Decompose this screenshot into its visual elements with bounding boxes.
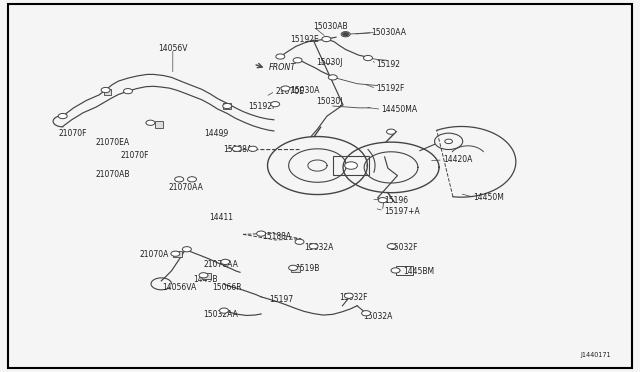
Text: 15032A: 15032A: [305, 243, 334, 252]
Text: 15197: 15197: [269, 295, 293, 304]
Text: 21070AB: 21070AB: [96, 170, 131, 179]
Text: 15192F: 15192F: [248, 102, 276, 110]
Bar: [202, 273, 211, 279]
Text: 14450MA: 14450MA: [381, 105, 417, 114]
Circle shape: [328, 75, 337, 80]
Text: 15196: 15196: [384, 196, 408, 205]
Circle shape: [342, 32, 349, 36]
Text: FRONT: FRONT: [269, 63, 296, 72]
Text: 15192F: 15192F: [376, 84, 404, 93]
Text: 21070F: 21070F: [59, 129, 88, 138]
Text: 15197+A: 15197+A: [384, 207, 420, 216]
Circle shape: [364, 55, 372, 61]
Text: 14499: 14499: [204, 129, 228, 138]
Text: 14411: 14411: [209, 213, 234, 222]
Circle shape: [387, 244, 396, 249]
Text: 15030AB: 15030AB: [314, 22, 348, 31]
Circle shape: [248, 146, 257, 151]
Circle shape: [124, 89, 132, 94]
Text: 15030AA: 15030AA: [371, 28, 406, 37]
Circle shape: [322, 36, 331, 42]
Bar: [173, 251, 182, 257]
Circle shape: [341, 32, 350, 37]
Text: 15188A: 15188A: [223, 145, 252, 154]
Bar: [291, 266, 300, 272]
Text: 14450M: 14450M: [474, 193, 504, 202]
Text: 21070AA: 21070AA: [204, 260, 238, 269]
Circle shape: [344, 293, 353, 298]
Circle shape: [171, 251, 180, 256]
Circle shape: [221, 259, 230, 264]
Circle shape: [232, 146, 241, 151]
Text: 14056VA: 14056VA: [162, 283, 196, 292]
Circle shape: [378, 198, 387, 203]
Text: 15066R: 15066R: [212, 283, 242, 292]
Text: 21070F: 21070F: [120, 151, 149, 160]
Circle shape: [220, 308, 228, 313]
Bar: [104, 89, 111, 95]
Circle shape: [101, 87, 110, 93]
Circle shape: [188, 177, 196, 182]
Text: 21070E: 21070E: [275, 87, 304, 96]
Text: J1440171: J1440171: [580, 352, 611, 358]
Text: 15032F: 15032F: [339, 293, 368, 302]
Circle shape: [309, 244, 318, 249]
Text: 15032F: 15032F: [389, 243, 418, 252]
Circle shape: [362, 311, 371, 316]
Text: 21070AA: 21070AA: [168, 183, 203, 192]
Circle shape: [295, 239, 304, 244]
Circle shape: [387, 129, 396, 134]
Text: 14056V: 14056V: [158, 44, 188, 53]
Text: 15030J: 15030J: [316, 58, 342, 67]
Text: 1445BM: 1445BM: [403, 267, 435, 276]
Circle shape: [271, 102, 280, 107]
Circle shape: [146, 120, 155, 125]
Circle shape: [199, 273, 208, 278]
Text: 15188A: 15188A: [262, 232, 292, 241]
Circle shape: [175, 177, 184, 182]
Text: 14420A: 14420A: [443, 155, 472, 164]
Bar: [155, 121, 163, 128]
Text: 1519B: 1519B: [296, 264, 320, 273]
Circle shape: [289, 265, 298, 270]
Circle shape: [257, 231, 266, 236]
Bar: [333, 156, 369, 175]
Text: 15192E: 15192E: [291, 35, 319, 44]
Text: 21070A: 21070A: [140, 250, 169, 259]
Circle shape: [276, 54, 285, 59]
Text: 15030A: 15030A: [291, 86, 320, 95]
Text: 15032AA: 15032AA: [204, 310, 238, 319]
Circle shape: [223, 103, 232, 109]
Circle shape: [445, 139, 452, 144]
Circle shape: [293, 58, 302, 63]
Bar: [223, 103, 231, 109]
Circle shape: [58, 113, 67, 119]
Circle shape: [391, 268, 400, 273]
Bar: [396, 266, 413, 275]
Text: 21070EA: 21070EA: [96, 138, 130, 147]
Circle shape: [281, 86, 290, 91]
Text: 15192: 15192: [376, 60, 401, 69]
Text: 15030J: 15030J: [316, 97, 342, 106]
Circle shape: [344, 162, 357, 169]
Text: 1449B: 1449B: [193, 275, 218, 284]
Circle shape: [182, 247, 191, 252]
Text: 15032A: 15032A: [364, 312, 393, 321]
